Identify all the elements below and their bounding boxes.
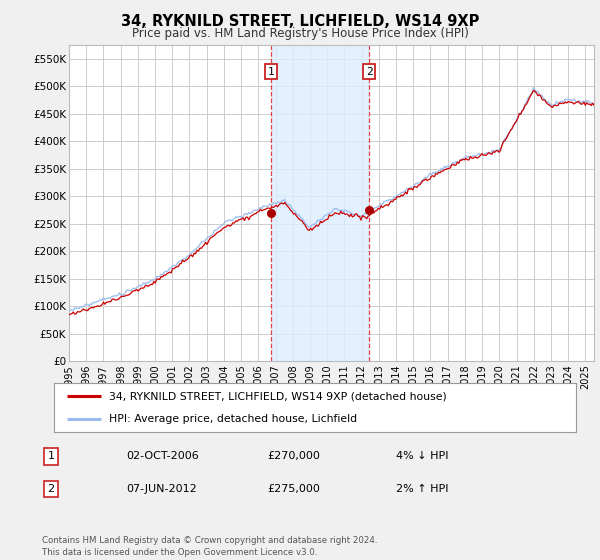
Text: 2% ↑ HPI: 2% ↑ HPI [396,484,449,494]
Text: £275,000: £275,000 [267,484,320,494]
Text: 2: 2 [47,484,55,494]
Text: 02-OCT-2006: 02-OCT-2006 [126,451,199,461]
Text: Price paid vs. HM Land Registry's House Price Index (HPI): Price paid vs. HM Land Registry's House … [131,27,469,40]
Text: Contains HM Land Registry data © Crown copyright and database right 2024.
This d: Contains HM Land Registry data © Crown c… [42,536,377,557]
Text: 1: 1 [47,451,55,461]
Text: 34, RYKNILD STREET, LICHFIELD, WS14 9XP: 34, RYKNILD STREET, LICHFIELD, WS14 9XP [121,14,479,29]
Text: £270,000: £270,000 [267,451,320,461]
Text: 2: 2 [365,67,373,77]
Text: 4% ↓ HPI: 4% ↓ HPI [396,451,449,461]
Text: 1: 1 [268,67,275,77]
Text: 07-JUN-2012: 07-JUN-2012 [126,484,197,494]
Text: HPI: Average price, detached house, Lichfield: HPI: Average price, detached house, Lich… [109,414,357,424]
Text: 34, RYKNILD STREET, LICHFIELD, WS14 9XP (detached house): 34, RYKNILD STREET, LICHFIELD, WS14 9XP … [109,391,446,402]
